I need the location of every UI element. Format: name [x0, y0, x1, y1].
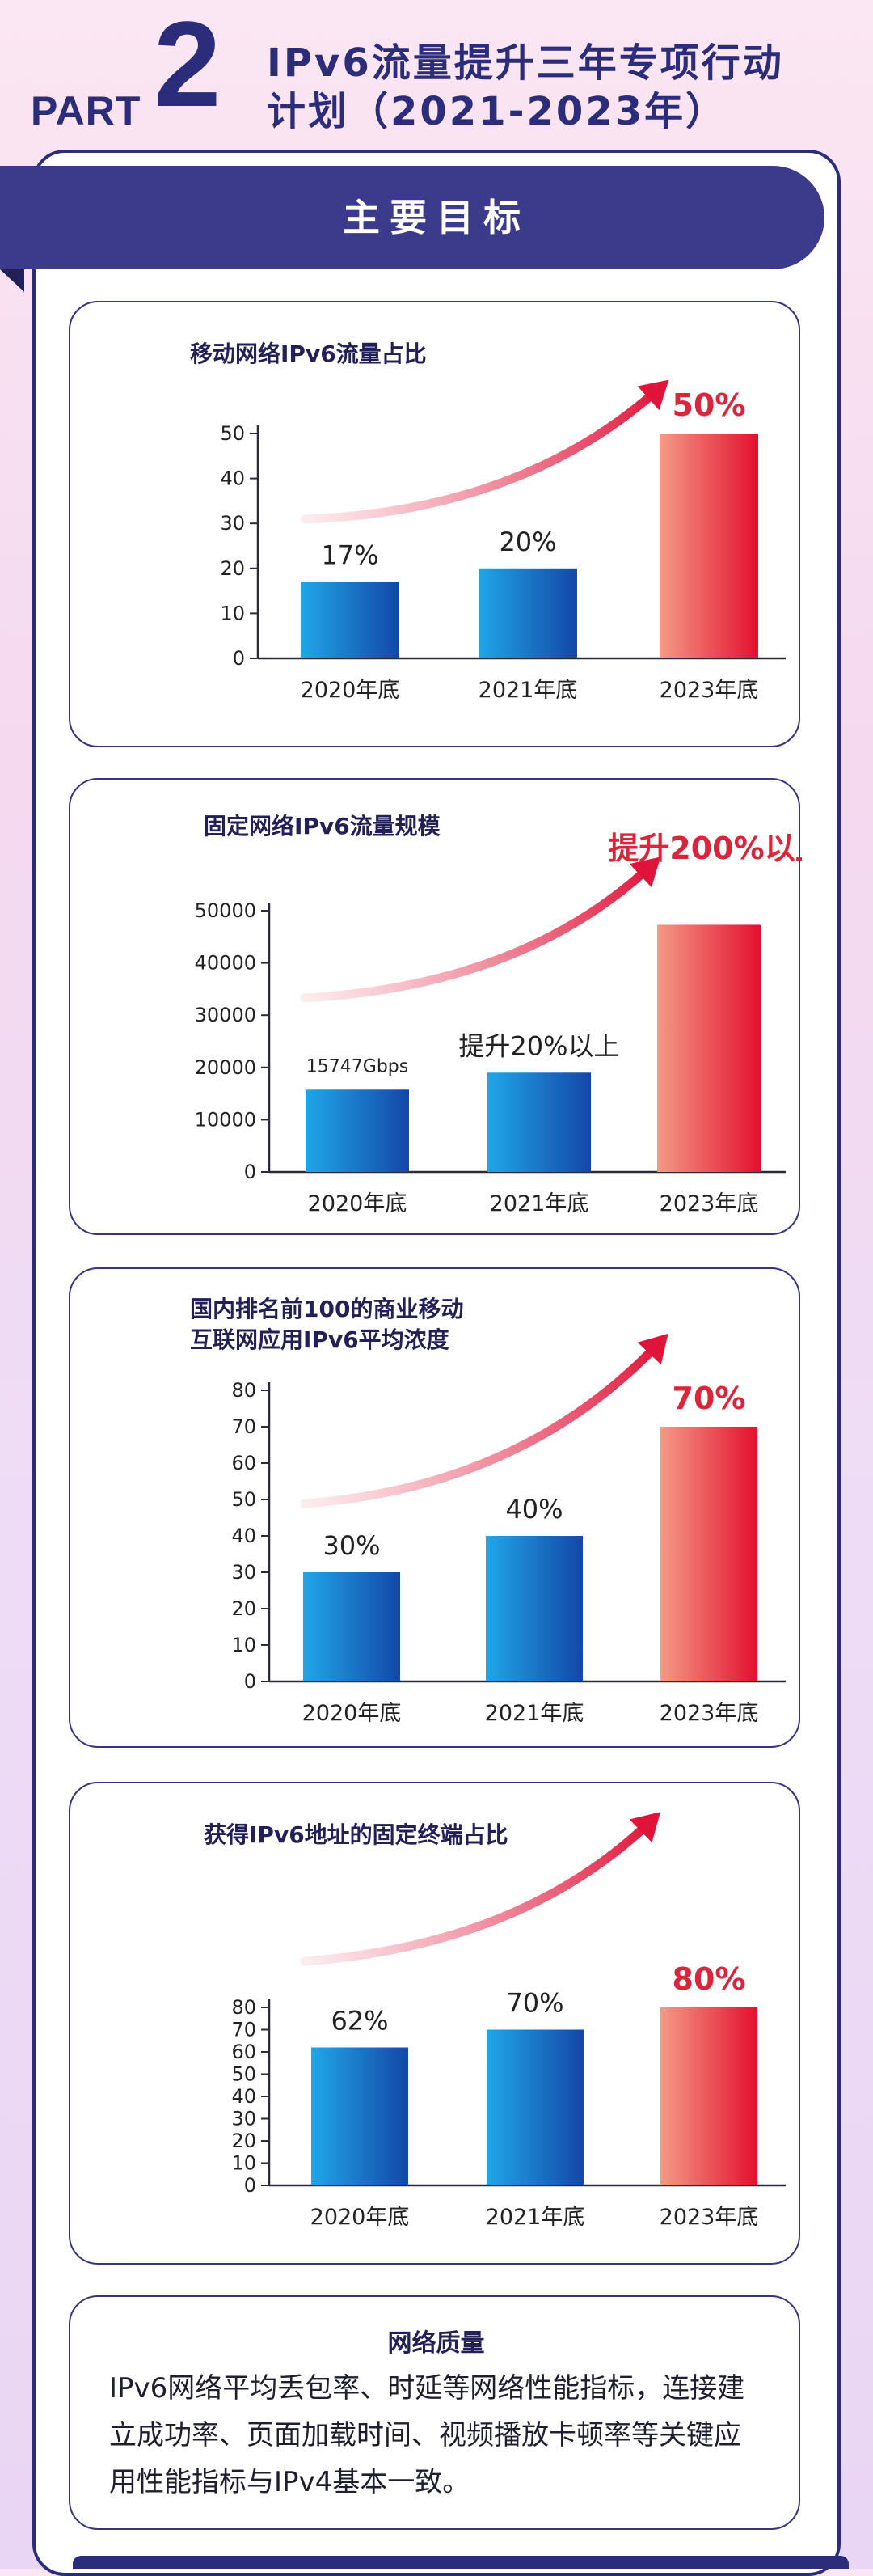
- y-tick-label: 50000: [195, 899, 256, 922]
- bottom-bar: [73, 2556, 849, 2569]
- bar: [306, 1089, 409, 1172]
- x-tick-label: 2023年底: [660, 2205, 759, 2230]
- y-tick-label: 20000: [195, 1056, 256, 1079]
- trend-arrow-head: [629, 1812, 661, 1843]
- y-tick-label: 0: [244, 1670, 256, 1693]
- y-tick-label: 40: [220, 467, 245, 490]
- y-tick-label: 40: [231, 2085, 256, 2108]
- y-tick-label: 30000: [195, 1004, 256, 1026]
- chart-title: 获得IPv6地址的固定终端占比: [204, 1821, 508, 1848]
- data-label: 40%: [505, 1494, 563, 1525]
- x-tick-label: 2023年底: [660, 1701, 759, 1726]
- y-tick-label: 10000: [195, 1108, 256, 1131]
- bar: [301, 582, 399, 658]
- y-tick-label: 60: [231, 1452, 256, 1474]
- chart-card-app-concentration: 国内排名前100的商业移动 互联网应用IPv6平均浓度 0 10 20 30 40 50 6…: [69, 1267, 800, 1748]
- y-tick-label: 20: [231, 1597, 256, 1620]
- trend-arrow-line: [300, 1337, 665, 1508]
- chart-title-line1: 国内排名前100的商业移动: [190, 1296, 464, 1322]
- y-tick-label: 30: [231, 1561, 256, 1584]
- y-tick-label: 10: [231, 2152, 256, 2175]
- section-banner-label: 主要目标: [343, 196, 530, 239]
- trend-arrow-line: [300, 1815, 657, 1966]
- y-tick-label: 20: [220, 557, 245, 580]
- data-label: 17%: [321, 539, 378, 570]
- section-banner: [0, 166, 824, 269]
- bar: [660, 2007, 757, 2185]
- data-label: 80%: [673, 1961, 746, 1997]
- data-label: 50%: [673, 387, 746, 423]
- y-tick-label: 50: [220, 422, 245, 445]
- y-tick-label: 70: [231, 1415, 256, 1438]
- chart-card-fixed-terminals: 获得IPv6地址的固定终端占比 0 10 20 30 40 50 60 70 80 2020年底 6…: [69, 1782, 800, 2265]
- y-tick-label: 10: [220, 602, 245, 624]
- y-tick-label: 0: [244, 2174, 256, 2197]
- trend-arrow-head: [637, 379, 669, 411]
- x-tick-label: 2020年底: [301, 678, 400, 703]
- y-tick-label: 80: [231, 1379, 256, 1402]
- chart-svg: 0 10 20 30 40 50 60 70 80 2020年底 30% 2021年底 40% 2023年…: [231, 1333, 786, 1726]
- y-tick-label: 70: [231, 2019, 256, 2041]
- x-tick-label: 2021年底: [485, 1701, 584, 1726]
- network-quality-card: 网络质量 IPv6网络平均丢包率、时延等网络性能指标，连接建立成功率、页面加载时…: [69, 2295, 800, 2530]
- trend-arrow-head: [629, 857, 661, 888]
- chart-title-line2: 互联网应用IPv6平均浓度: [190, 1326, 449, 1353]
- chart-card-fixed-traffic: 固定网络IPv6流量规模 0 10000 20000 30000 40000 50000 2…: [69, 778, 802, 1235]
- bar: [486, 1536, 583, 1681]
- network-quality-title: 网络质量: [387, 2329, 485, 2358]
- y-tick-label: 30: [231, 2108, 256, 2130]
- data-label: 70%: [673, 1381, 746, 1416]
- bar: [660, 1427, 757, 1681]
- data-label: 70%: [506, 1988, 563, 2019]
- part-number: 2: [154, 0, 221, 132]
- page-header: PART 2 IPv6流量提升三年专项行动 计划（2021-2023年）: [0, 0, 873, 137]
- y-tick-label: 80: [231, 1996, 256, 2019]
- chart-svg: 0 10 20 30 40 50 2020年底 17% 2021年底 20% 2023年底 50%: [220, 379, 786, 703]
- page-title-line2: 计划（2021-2023年）: [267, 89, 728, 134]
- y-tick-label: 0: [244, 1161, 256, 1183]
- y-tick-label: 60: [231, 2041, 256, 2063]
- chart-svg: 0 10000 20000 30000 40000 50000 2020年底 15747Gbp…: [195, 831, 802, 1216]
- y-tick-label: 50: [231, 2063, 256, 2086]
- bar: [660, 434, 758, 658]
- bar: [303, 1572, 400, 1681]
- y-tick-label: 40000: [195, 952, 256, 975]
- chart-title: 固定网络IPv6流量规模: [204, 813, 441, 840]
- banner-fold: [0, 269, 24, 292]
- x-tick-label: 2021年底: [486, 2205, 585, 2230]
- data-label: 提升20%以上: [458, 1030, 619, 1061]
- x-tick-label: 2020年底: [310, 2205, 410, 2230]
- trend-arrow-line: [300, 383, 665, 524]
- y-tick-label: 20: [231, 2130, 256, 2152]
- bar: [657, 924, 761, 1172]
- bar: [487, 2029, 584, 2185]
- data-label: 30%: [323, 1530, 380, 1561]
- page-title-line1: IPv6流量提升三年专项行动: [267, 40, 784, 86]
- chart-title: 移动网络IPv6流量占比: [190, 341, 427, 367]
- data-label: 62%: [331, 2006, 388, 2037]
- network-quality-text: IPv6网络平均丢包率、时延等网络性能指标，连接建立成功率、页面加载时间、视频播…: [109, 2372, 745, 2498]
- trend-arrow-line: [300, 860, 657, 1003]
- y-tick-label: 40: [231, 1525, 256, 1547]
- bar: [479, 568, 577, 658]
- data-label: 20%: [499, 527, 556, 557]
- x-tick-label: 2020年底: [302, 1701, 402, 1726]
- bar: [487, 1072, 591, 1172]
- x-tick-label: 2021年底: [490, 1191, 589, 1216]
- x-tick-label: 2021年底: [479, 678, 578, 703]
- y-tick-label: 10: [231, 1634, 256, 1656]
- y-tick-label: 0: [233, 647, 245, 670]
- x-tick-label: 2020年底: [308, 1191, 407, 1216]
- data-label: 15747Gbps: [306, 1056, 408, 1077]
- x-tick-label: 2023年底: [660, 1191, 759, 1216]
- part-label: PART: [31, 88, 141, 133]
- callout-label: 提升200%以上: [608, 831, 802, 866]
- bar: [311, 2047, 408, 2185]
- y-tick-label: 50: [231, 1488, 256, 1511]
- chart-card-mobile-traffic: 移动网络IPv6流量占比 0 10 20 30 40 50 2020年底 17% 2021年底 2…: [69, 301, 800, 747]
- x-tick-label: 2023年底: [660, 678, 759, 703]
- trend-arrow-head: [637, 1333, 668, 1365]
- y-tick-label: 30: [220, 512, 245, 535]
